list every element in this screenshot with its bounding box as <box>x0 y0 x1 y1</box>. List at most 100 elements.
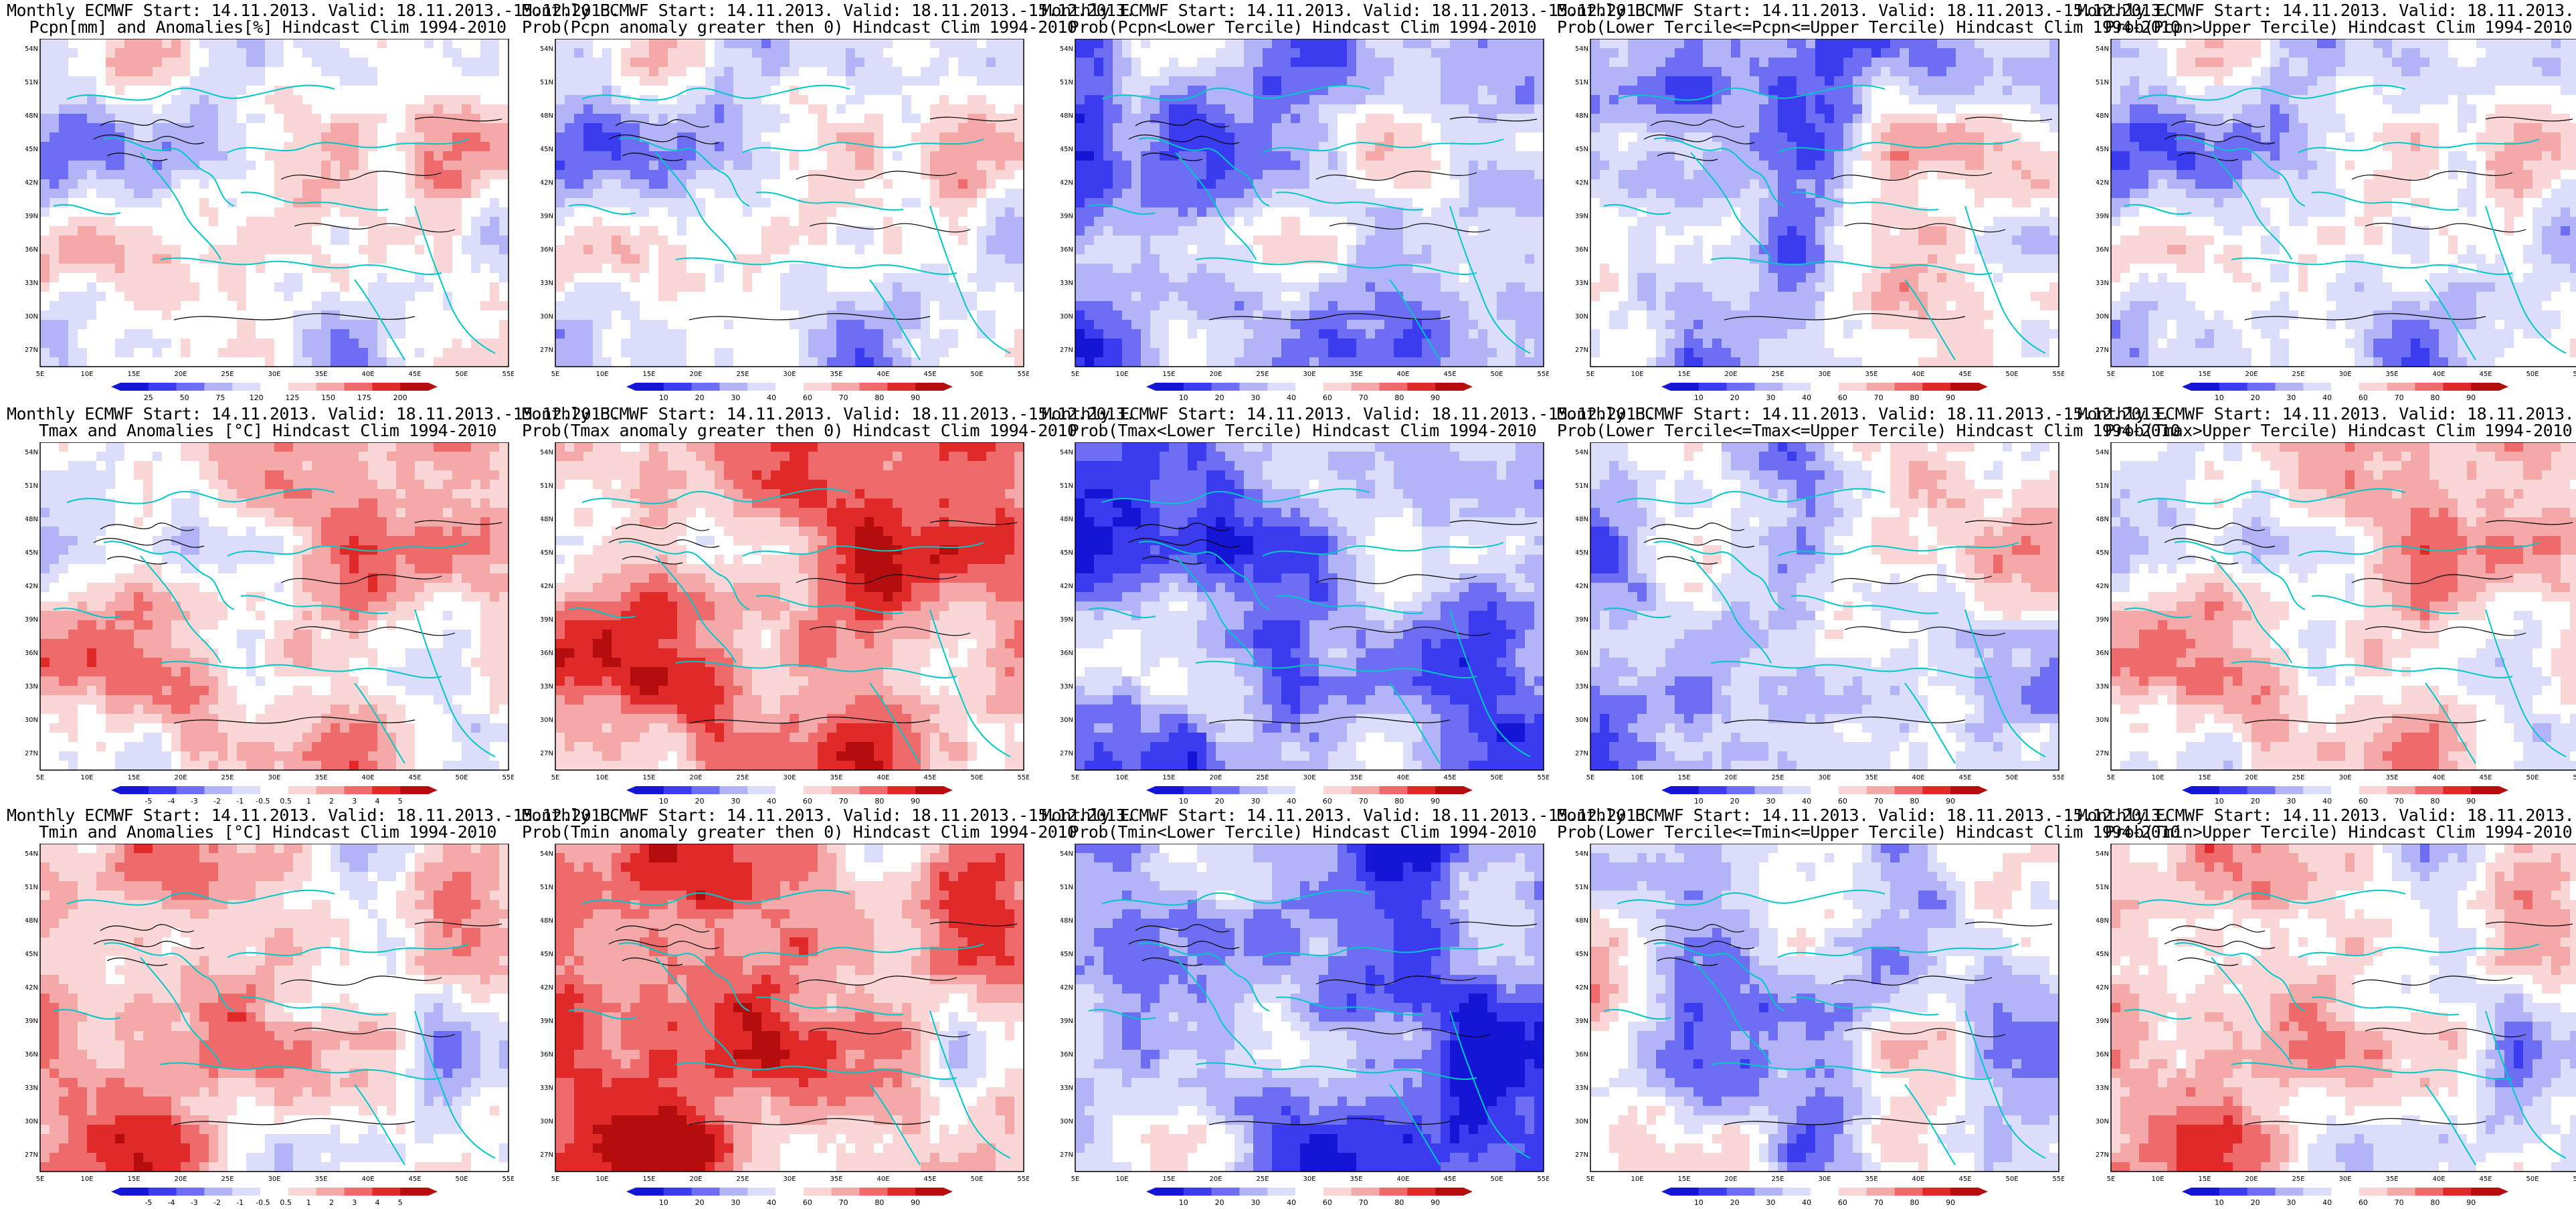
field-cell <box>1094 264 1104 274</box>
field-cell <box>340 301 350 311</box>
field-cell <box>1113 58 1123 68</box>
field-cell <box>1478 217 1488 227</box>
field-cell <box>396 245 406 255</box>
field-cell <box>256 245 266 255</box>
field-cell <box>864 310 875 320</box>
field-cell <box>836 104 846 114</box>
field-cell <box>1263 86 1273 96</box>
field-cell <box>153 39 163 49</box>
field-cell <box>790 161 800 171</box>
field-cell <box>583 301 593 311</box>
field-cell <box>1309 151 1319 161</box>
field-cell <box>1431 170 1441 180</box>
field-cell <box>1525 58 1535 68</box>
field-cell <box>930 329 940 339</box>
field-cell <box>846 179 856 189</box>
field-cell <box>415 95 425 105</box>
field-cell <box>143 58 153 68</box>
lon-tick-label: 5E <box>36 371 45 378</box>
field-cell <box>256 301 266 311</box>
field-cell <box>715 310 725 320</box>
field-cell <box>555 282 565 292</box>
field-cell <box>1366 95 1376 105</box>
field-cell <box>68 114 78 124</box>
field-cell <box>1005 264 1015 274</box>
field-cell <box>1319 264 1329 274</box>
field-cell <box>387 39 397 49</box>
field-cell <box>302 301 312 311</box>
field-cell <box>1281 217 1291 227</box>
field-cell <box>40 76 50 86</box>
field-cell <box>939 151 949 161</box>
field-cell <box>490 67 500 77</box>
field-cell <box>1263 236 1273 246</box>
field-cell <box>977 151 987 161</box>
field-cell <box>134 292 144 302</box>
field-cell <box>1309 123 1319 133</box>
field-cell <box>640 123 650 133</box>
field-cell <box>1141 189 1151 199</box>
field-cell <box>1347 189 1357 199</box>
field-cell <box>565 254 575 264</box>
field-cell <box>939 86 949 96</box>
field-cell <box>565 320 575 330</box>
field-cell <box>1234 123 1245 133</box>
field-cell <box>462 217 472 227</box>
field-cell <box>218 273 228 283</box>
field-cell <box>96 114 106 124</box>
field-cell <box>1122 292 1132 302</box>
field-cell <box>855 179 865 189</box>
field-cell <box>958 48 968 58</box>
lat-tick-label: 42N <box>541 179 553 187</box>
field-cell <box>986 151 996 161</box>
field-cell <box>1403 161 1413 171</box>
field-cell <box>939 301 949 311</box>
field-cell <box>949 198 959 208</box>
field-cell <box>1328 151 1338 161</box>
field-cell <box>1197 207 1207 217</box>
lon-tick-label: 40E <box>361 371 374 378</box>
field-cell <box>1403 282 1413 292</box>
field-cell <box>1441 67 1451 77</box>
field-cell <box>780 357 790 367</box>
field-cell <box>284 76 294 86</box>
field-cell <box>143 357 153 367</box>
field-cell <box>715 339 725 349</box>
field-cell <box>893 301 903 311</box>
lon-tick-label: 20E <box>689 371 702 378</box>
field-cell <box>1188 170 1198 180</box>
field-cell <box>1131 151 1141 161</box>
field-cell <box>939 132 949 143</box>
field-cell <box>302 245 312 255</box>
field-cell <box>1160 217 1170 227</box>
field-cell <box>424 310 434 320</box>
field-cell <box>1347 48 1357 58</box>
field-cell <box>162 67 172 77</box>
field-cell <box>799 58 809 68</box>
field-cell <box>1263 254 1273 264</box>
field-cell <box>1141 142 1151 152</box>
field-cell <box>939 310 949 320</box>
field-cell <box>1534 86 1544 96</box>
field-cell <box>424 76 434 86</box>
field-cell <box>621 320 631 330</box>
field-cell <box>143 132 153 143</box>
field-cell <box>864 348 875 358</box>
field-cell <box>1309 245 1319 255</box>
field-cell <box>743 95 753 105</box>
field-cell <box>1169 76 1179 86</box>
field-cell <box>1515 226 1526 236</box>
field-cell <box>771 310 781 320</box>
field-cell <box>1338 226 1348 236</box>
field-cell <box>874 357 884 367</box>
field-cell <box>771 48 781 58</box>
field-cell <box>1122 39 1132 49</box>
field-cell <box>349 207 359 217</box>
field-cell <box>1525 95 1535 105</box>
field-cell <box>1525 132 1535 143</box>
field-cell <box>808 207 818 217</box>
field-cell <box>256 179 266 189</box>
field-cell <box>1169 114 1179 124</box>
field-cell <box>190 348 200 358</box>
field-cell <box>1253 48 1263 58</box>
